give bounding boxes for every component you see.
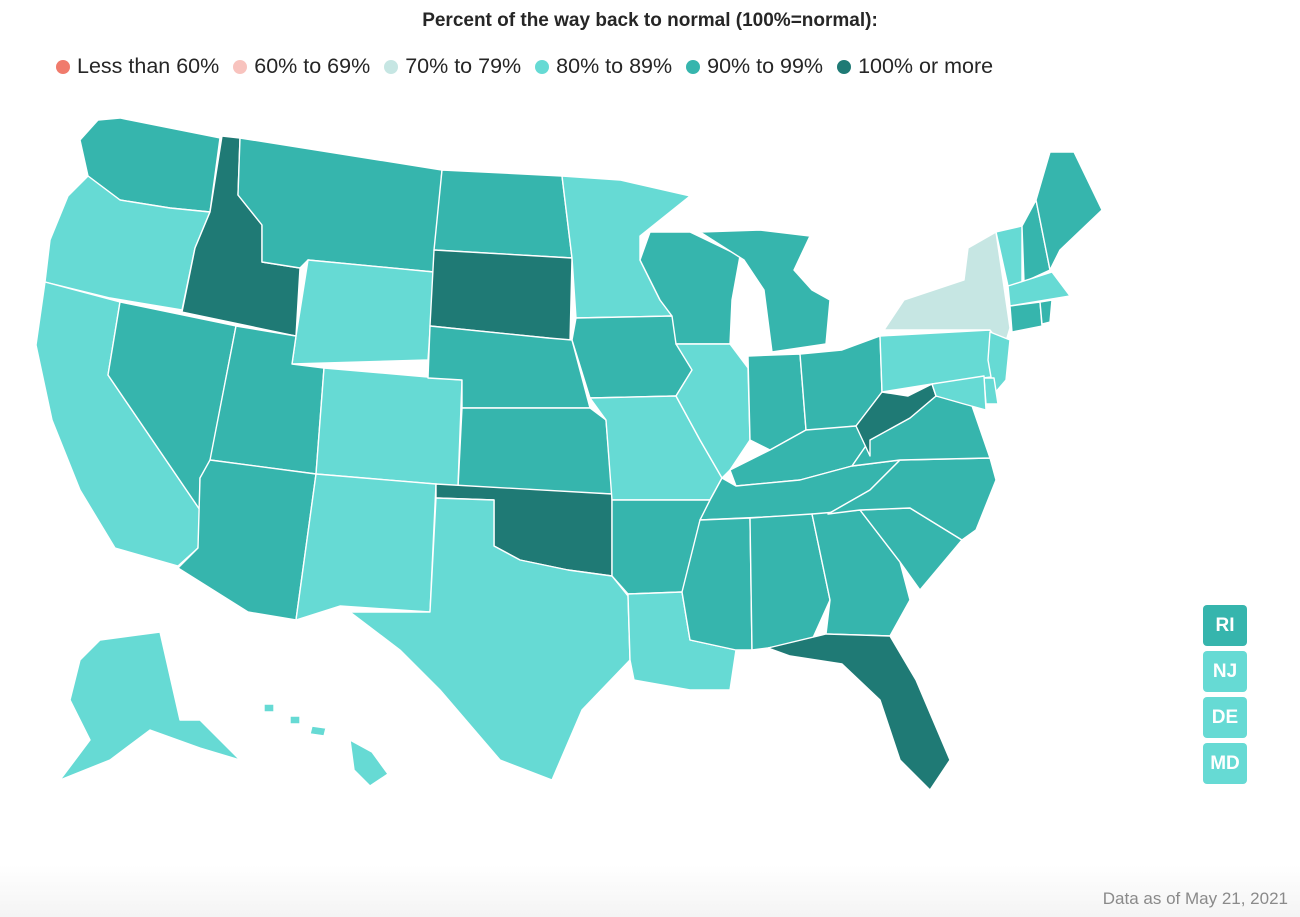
- legend-item-60-to-69: 60% to 69%: [233, 54, 370, 79]
- state-NM[interactable]: [295, 473, 437, 621]
- state-abbr: RI: [1215, 614, 1235, 636]
- footer: Data as of May 21, 2021: [0, 865, 1300, 917]
- legend-label: 70% to 79%: [405, 54, 522, 78]
- legend-swatch: [233, 59, 248, 74]
- legend-swatch: [56, 59, 70, 74]
- state-KS[interactable]: [457, 407, 613, 495]
- legend-swatch: [686, 59, 701, 74]
- state-ME[interactable]: [1035, 151, 1103, 271]
- legend-item-100-or-more: 100% or more: [837, 54, 993, 79]
- state-TX[interactable]: [349, 497, 631, 781]
- legend-label: 90% to 99%: [707, 54, 824, 78]
- state-label-DE[interactable]: DE: [1203, 697, 1247, 738]
- state-label-RI[interactable]: RI: [1203, 605, 1247, 646]
- state-MI[interactable]: [699, 229, 831, 353]
- state-label-MD[interactable]: MD: [1203, 743, 1247, 784]
- state-FL[interactable]: [767, 633, 951, 791]
- legend: Less than 60% 60% to 69% 70% to 79% 80% …: [56, 54, 1007, 79]
- legend-label: 80% to 89%: [556, 54, 673, 78]
- data-date-note: Data as of May 21, 2021: [1102, 889, 1288, 908]
- legend-swatch: [384, 59, 399, 74]
- legend-label: Less than 60%: [77, 54, 220, 78]
- state-AK[interactable]: [59, 631, 241, 781]
- legend-label: 100% or more: [858, 54, 994, 78]
- legend-item-70-to-79: 70% to 79%: [384, 54, 521, 79]
- state-IL[interactable]: [675, 343, 751, 479]
- state-ND[interactable]: [433, 169, 573, 259]
- state-RI[interactable]: [1039, 299, 1053, 325]
- state-abbr: DE: [1211, 706, 1239, 728]
- legend-swatch: [535, 59, 550, 74]
- state-HI[interactable]: [263, 703, 389, 787]
- state-MT[interactable]: [237, 137, 443, 273]
- state-abbr: NJ: [1212, 660, 1238, 682]
- state-MD[interactable]: [931, 375, 987, 411]
- state-CO[interactable]: [315, 367, 463, 487]
- state-abbr: MD: [1210, 752, 1240, 774]
- state-label-NJ[interactable]: NJ: [1203, 651, 1247, 692]
- state-WY[interactable]: [291, 259, 435, 365]
- map-title: Percent of the way back to normal (100%=…: [422, 10, 878, 31]
- state-CT[interactable]: [1009, 301, 1043, 333]
- legend-item-less-than-60: Less than 60%: [56, 54, 219, 79]
- legend-label: 60% to 69%: [254, 54, 371, 78]
- legend-swatch: [837, 59, 852, 74]
- legend-item-90-to-99: 90% to 99%: [686, 54, 823, 79]
- state-NY[interactable]: [883, 231, 1011, 349]
- state-NC[interactable]: [827, 457, 997, 541]
- state-MA[interactable]: [1007, 271, 1071, 307]
- legend-item-80-to-89: 80% to 89%: [535, 54, 672, 79]
